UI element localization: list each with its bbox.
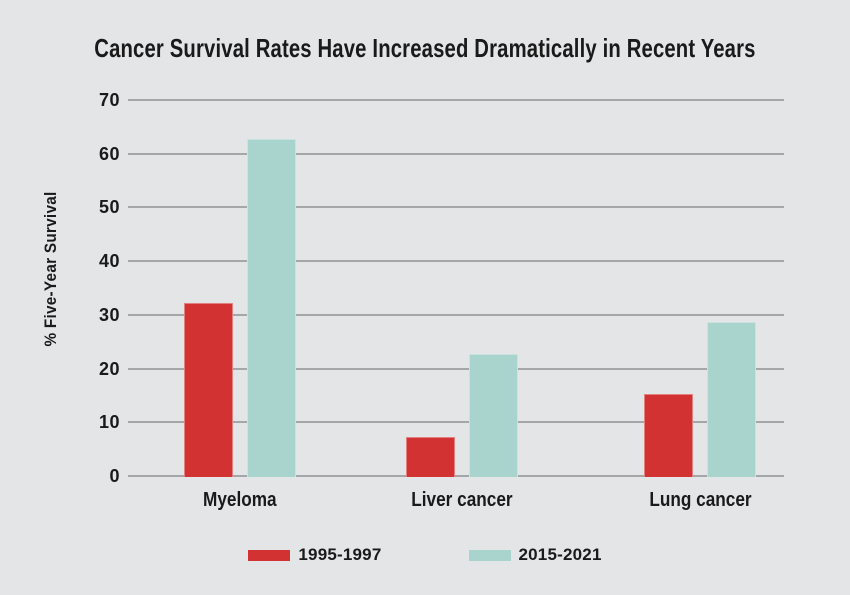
- legend-label-2015-2021: 2015-2021: [518, 545, 602, 564]
- chart-title-text: Cancer Survival Rates Have Increased Dra…: [94, 33, 756, 63]
- legend: 1995-1997 2015-2021: [0, 545, 850, 565]
- category-label-text: Lung cancer: [648, 489, 752, 511]
- gridline-20: [128, 367, 784, 370]
- bar-1995-1997-myeloma: [183, 303, 233, 477]
- bar-2015-2021-myeloma: [246, 139, 296, 477]
- category-label-myeloma: Myeloma: [140, 489, 340, 512]
- y-tick-label-0: 0: [109, 466, 120, 486]
- y-tick-label-20: 20: [98, 358, 120, 379]
- legend-swatch-1995-1997: [248, 549, 291, 561]
- gridline-30: [128, 313, 784, 316]
- legend-swatch-2015-2021: [468, 549, 511, 561]
- gridline-60: [128, 152, 784, 155]
- gridline-50: [128, 206, 784, 209]
- gridline-10: [128, 421, 784, 424]
- y-tick-label-30: 30: [98, 304, 120, 325]
- plot-area: 0 10 20 30 40 50 60 70: [99, 90, 784, 486]
- y-tick-label-70: 70: [98, 90, 120, 110]
- y-tick-label-60: 60: [98, 143, 120, 164]
- legend-item-2015-2021: 2015-2021: [468, 545, 602, 565]
- bar-2015-2021-lung-cancer: [707, 321, 756, 477]
- legend-label-1995-1997: 1995-1997: [298, 545, 382, 564]
- y-tick-label-40: 40: [98, 251, 120, 272]
- chart-title: Cancer Survival Rates Have Increased Dra…: [0, 33, 850, 64]
- category-label-text: Liver cancer: [411, 489, 513, 511]
- bar-1995-1997-lung-cancer: [644, 394, 693, 477]
- y-tick-label-50: 50: [98, 197, 120, 218]
- category-label-liver-cancer: Liver cancer: [362, 489, 562, 512]
- y-tick-label-10: 10: [98, 412, 120, 433]
- gridline-70: [128, 99, 784, 101]
- category-label-lung-cancer: Lung cancer: [600, 489, 800, 512]
- gridline-0: [128, 475, 784, 477]
- bar-1995-1997-liver-cancer: [406, 437, 456, 477]
- bar-2015-2021-liver-cancer: [469, 354, 519, 477]
- gridline-40: [128, 260, 784, 263]
- legend-item-1995-1997: 1995-1997: [248, 545, 381, 565]
- category-label-text: Myeloma: [202, 489, 277, 511]
